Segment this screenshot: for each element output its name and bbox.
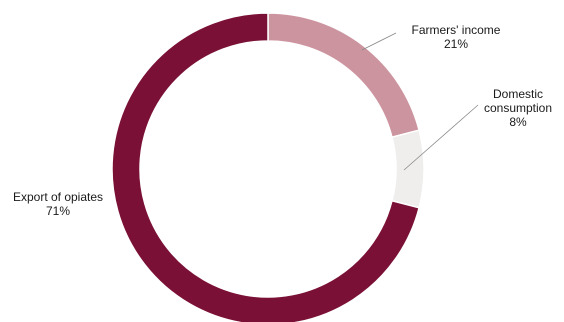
donut-slices: [111, 12, 425, 322]
slice-label-domestic-line1: Domestic: [493, 87, 543, 101]
slice-value-domestic-consumption: 8%: [509, 115, 527, 129]
leader-line-domestic-consumption: [403, 104, 479, 171]
donut-slice-domestic-consumption: [391, 129, 425, 209]
donut-slice-export-of-opiates: [111, 12, 421, 322]
slice-label-domestic-line2: consumption: [484, 101, 552, 115]
leader-line-farmers-income: [361, 32, 397, 51]
slice-label-export-of-opiates: Export of opiates: [13, 190, 103, 204]
slice-label-farmers-income: Farmers' income: [412, 23, 501, 37]
slice-value-farmers-income: 21%: [444, 37, 468, 51]
slice-value-export-of-opiates: 71%: [46, 204, 70, 218]
donut-slice-farmers-income: [267, 12, 421, 139]
